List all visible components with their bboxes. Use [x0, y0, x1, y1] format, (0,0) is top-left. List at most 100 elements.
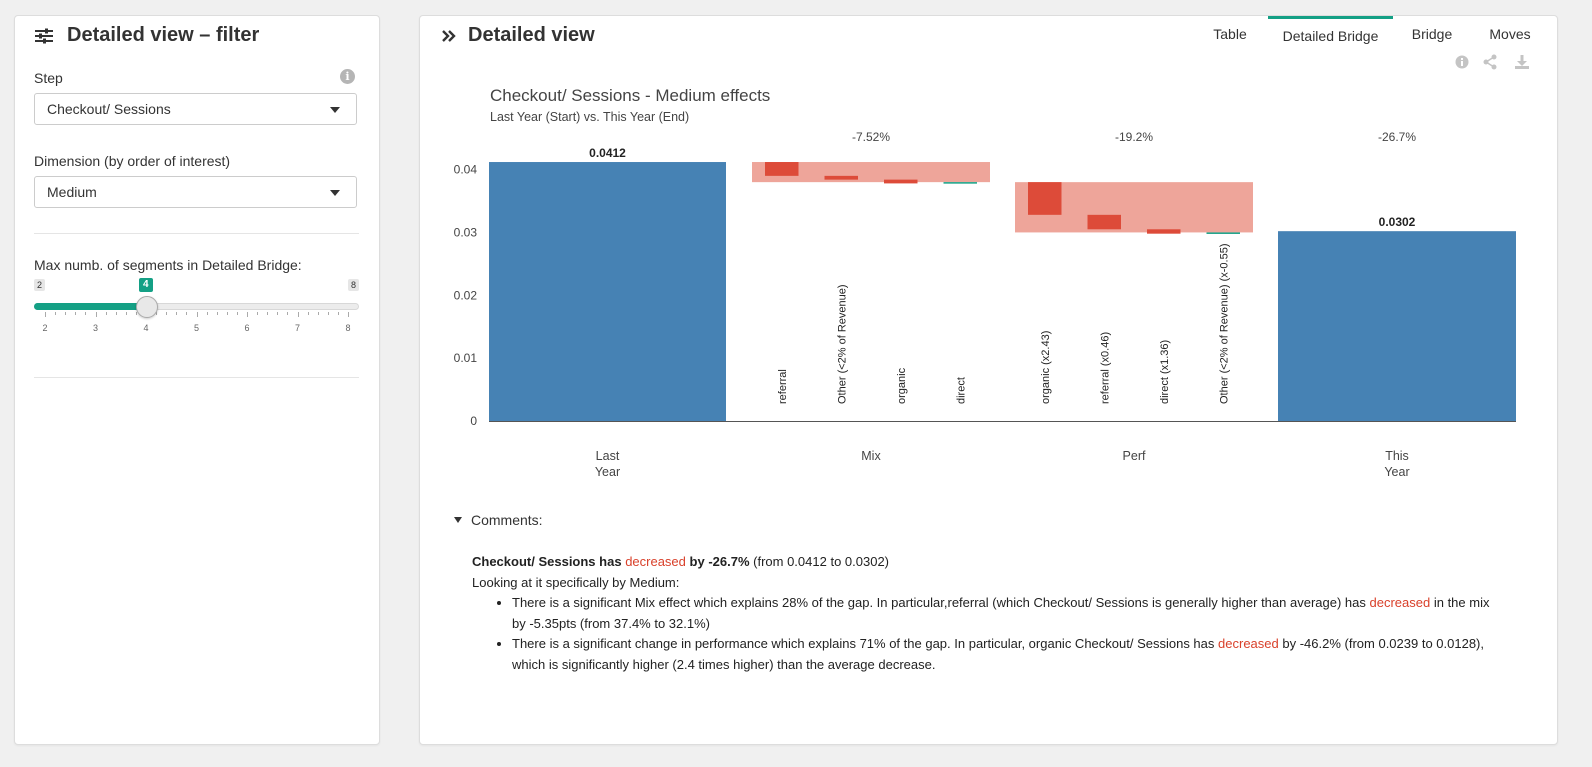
- segment-bar: [824, 175, 858, 180]
- x-tick-label: Last: [596, 449, 620, 463]
- data-label: 0.0302: [1379, 215, 1416, 229]
- y-tick-label: 0.04: [454, 163, 478, 177]
- tab-table[interactable]: Table: [1213, 26, 1247, 42]
- slider-tick: [196, 312, 198, 317]
- dimension-select-value: Medium: [47, 184, 97, 200]
- segment-label: referral (x0.46): [1099, 332, 1111, 404]
- y-tick-label: 0.03: [454, 225, 478, 239]
- chevron-down-icon: [330, 107, 340, 113]
- step-select[interactable]: Checkout/ Sessions: [34, 93, 357, 125]
- slider-tick-label: 8: [345, 323, 351, 333]
- slider-tick: [166, 312, 168, 315]
- download-icon[interactable]: [1514, 54, 1530, 70]
- info-icon[interactable]: [1454, 54, 1470, 70]
- segment-bar: [765, 162, 799, 176]
- slider-tick: [236, 312, 238, 315]
- bullet2-text: There is a significant change in perform…: [512, 636, 1215, 651]
- slider-tick: [216, 312, 218, 315]
- slider-tick: [45, 312, 46, 317]
- slider-tick: [65, 312, 67, 315]
- tab-detailed-bridge[interactable]: Detailed Bridge: [1268, 16, 1393, 52]
- slider-max-label: 8: [348, 279, 360, 291]
- comments-summary: Checkout/ Sessions has decreased by -26.…: [472, 552, 1502, 573]
- slider-tick: [267, 312, 269, 315]
- segment-label: organic (x2.43): [1040, 331, 1052, 404]
- slider-handle[interactable]: [136, 296, 158, 318]
- comments-list: There is a significant Mix effect which …: [472, 593, 1502, 675]
- x-tick-label: Year: [1384, 465, 1409, 479]
- summary-bold-pct: by -26.7%: [689, 554, 750, 569]
- detailed-view-panel: Detailed view Table Detailed Bridge Brid…: [419, 15, 1558, 745]
- segment-label: organic: [896, 367, 908, 404]
- summary-decreased: decreased: [625, 554, 686, 569]
- slider-tick-label: 7: [294, 323, 300, 333]
- y-tick-label: 0.01: [454, 351, 478, 365]
- slider-tick: [55, 312, 57, 315]
- dimension-select[interactable]: Medium: [34, 176, 357, 208]
- share-icon[interactable]: [1482, 54, 1498, 70]
- y-tick-label: 0.02: [454, 288, 478, 302]
- waterfall-chart: Checkout/ Sessions - Medium effects Last…: [454, 86, 1516, 479]
- caret-down-icon: [454, 517, 462, 523]
- main-panel-title: Detailed view: [438, 24, 595, 47]
- x-tick-label: Perf: [1123, 449, 1146, 463]
- x-tick-label: Mix: [861, 449, 881, 463]
- tab-moves[interactable]: Moves: [1489, 26, 1531, 42]
- filter-panel-title: Detailed view – filter: [33, 24, 259, 47]
- list-item: There is a significant Mix effect which …: [512, 593, 1502, 634]
- chevron-down-icon: [330, 190, 340, 196]
- slider-tick: [206, 312, 208, 315]
- slider-tick: [85, 312, 87, 315]
- step-select-value: Checkout/ Sessions: [47, 101, 171, 117]
- segment-label: referral: [777, 369, 789, 404]
- list-item: There is a significant change in perform…: [512, 634, 1502, 675]
- slider-tick: [75, 312, 77, 315]
- x-tick-label: This: [1385, 449, 1409, 463]
- slider-tick: [337, 312, 339, 315]
- slider-tick: [95, 312, 97, 317]
- segment-bar: [1028, 182, 1062, 215]
- summary-bold: Checkout/ Sessions has: [472, 554, 622, 569]
- filter-panel: Detailed view – filter Step i Checkout/ …: [14, 15, 380, 745]
- chart-subtitle: Last Year (Start) vs. This Year (End): [490, 110, 689, 124]
- bullet1-text: There is a significant Mix effect which …: [512, 595, 1366, 610]
- mix-pct-label: -7.52%: [852, 130, 890, 144]
- summary-rest: (from 0.0412 to 0.0302): [753, 554, 889, 569]
- comments-body: Checkout/ Sessions has decreased by -26.…: [472, 552, 1502, 675]
- total-pct-label: -26.7%: [1378, 130, 1416, 144]
- comments-toggle-label: Comments:: [471, 512, 543, 528]
- slider-tick: [327, 312, 329, 315]
- step-label: Step: [34, 70, 63, 86]
- max-segments-label: Max numb. of segments in Detailed Bridge…: [34, 257, 302, 273]
- bar-this-year: [1278, 231, 1516, 421]
- segment-label: direct (x1.36): [1159, 340, 1171, 404]
- comments-intro: Looking at it specifically by Medium:: [472, 574, 680, 590]
- slider-tick: [176, 312, 178, 315]
- slider-tick: [186, 312, 188, 315]
- slider-min-label: 2: [34, 279, 46, 291]
- info-icon[interactable]: i: [340, 69, 355, 84]
- segment-label: Other (<2% of Revenue) (x-0.55): [1218, 244, 1230, 405]
- y-tick-label: 0: [470, 414, 477, 428]
- slider-tick: [257, 312, 259, 315]
- slider-tick-label: 5: [193, 323, 199, 333]
- slider-tick: [156, 312, 158, 315]
- main-title-text: Detailed view: [468, 24, 595, 46]
- chart-title: Checkout/ Sessions - Medium effects: [490, 86, 770, 105]
- slider-tick: [348, 312, 349, 317]
- tab-bridge[interactable]: Bridge: [1411, 26, 1453, 42]
- slider-tick-label: 3: [92, 323, 98, 333]
- comments-toggle[interactable]: Comments:: [454, 512, 543, 528]
- bullet2-decreased: decreased: [1218, 636, 1279, 651]
- x-tick-label: Year: [595, 465, 620, 479]
- data-label: 0.0412: [589, 146, 626, 160]
- segment-bar: [1087, 214, 1121, 230]
- bullet1-text-end: in the mix by -5.35pts (from 37.4% to 32…: [512, 595, 1490, 631]
- slider-tick-label: 4: [143, 323, 149, 333]
- slider-value-label: 4: [139, 278, 153, 292]
- slider-tick: [115, 312, 117, 315]
- slider-tick: [105, 312, 107, 315]
- double-chevron-right-icon: [438, 25, 460, 47]
- segment-label: direct: [955, 377, 967, 404]
- segment-bar: [1147, 229, 1181, 234]
